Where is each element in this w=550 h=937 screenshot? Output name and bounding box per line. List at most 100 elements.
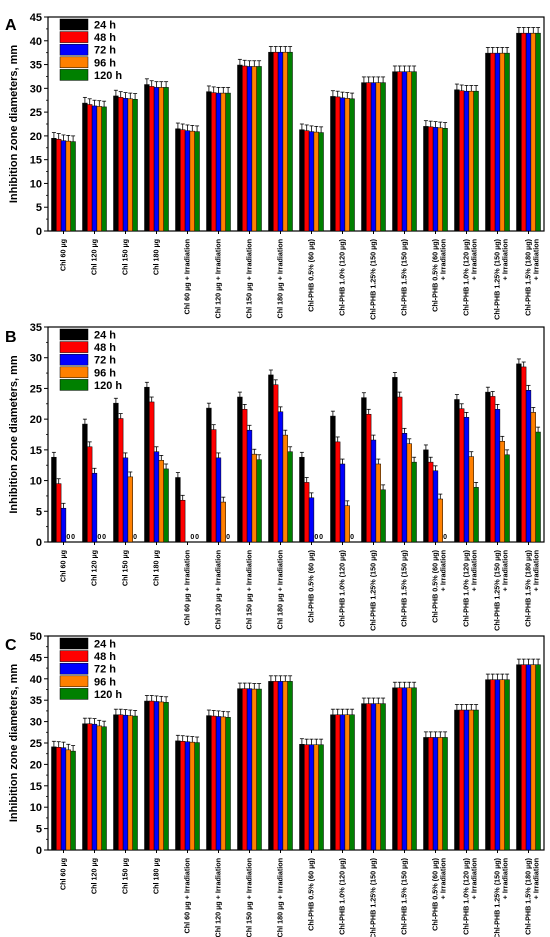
bar xyxy=(344,714,350,851)
legend-swatch xyxy=(59,637,89,650)
bar xyxy=(144,700,150,851)
bar xyxy=(87,104,93,232)
bar xyxy=(101,106,107,232)
y-tick-label: 25 xyxy=(30,107,42,119)
x-tick-label-line: + Irradiation xyxy=(439,858,448,899)
legend-label: 48 h xyxy=(94,32,116,44)
bar xyxy=(432,127,439,232)
bar xyxy=(318,132,324,232)
x-tick-label: Chl 180 µg xyxy=(152,239,161,275)
bar xyxy=(189,741,195,851)
x-tick-label: Chl-PHB 0.5% (60 µg)+ Irradiation xyxy=(431,857,448,930)
bar xyxy=(163,87,169,232)
bar xyxy=(206,91,212,232)
bar xyxy=(206,715,212,851)
bar xyxy=(504,679,510,851)
bar xyxy=(256,688,262,851)
legend-swatch xyxy=(59,341,89,353)
bar xyxy=(215,92,222,232)
zero-value-label: 0 xyxy=(133,534,137,541)
bar xyxy=(287,681,293,851)
bar xyxy=(370,439,377,543)
y-tick-label: 20 xyxy=(30,759,42,771)
legend-swatch xyxy=(59,31,89,43)
bar xyxy=(246,429,253,543)
x-tick-label: Chl-PHB 1.25% (150 µg)+ Irradiation xyxy=(493,857,510,937)
x-tick-label-line: Chl-PHB 0.5% (60 µg) xyxy=(307,857,316,930)
x-tick-label: Chl-PHB 1.5% (150 µg) xyxy=(400,549,409,626)
bar xyxy=(411,461,417,543)
bar xyxy=(437,737,443,851)
x-tick-label-line: Chl 60 µg xyxy=(59,239,68,271)
bar xyxy=(335,714,341,851)
y-tick-label: 5 xyxy=(36,506,42,518)
bar xyxy=(525,664,532,851)
legend-label: 120 h xyxy=(94,689,122,701)
x-tick-label-line: Chl-PHB 0.5% (60 µg) xyxy=(431,238,440,311)
y-tick-label: 5 xyxy=(36,824,42,836)
bar xyxy=(242,688,248,851)
x-tick-label: Chl-PHB 1.0% (120 µg)+ Irradiation xyxy=(462,857,479,934)
x-tick-label-line: Chl 150 µg + Irradiation xyxy=(245,858,254,937)
y-tick-label: 10 xyxy=(30,178,42,190)
x-tick-label-line: Chl 180 µg + Irradiation xyxy=(276,550,285,629)
x-tick-label: Chl-PHB 1.5% (150 µg) xyxy=(400,238,409,315)
x-tick-label: Chl-PHB 1.5% (180 µg)+ Irradiation xyxy=(524,238,541,315)
x-tick-label: Chl 120 µg xyxy=(90,858,99,894)
bar xyxy=(521,664,527,851)
bar xyxy=(366,703,372,851)
chart-panel-A: A Inhibition zone diameters, mm 0 5 10 15 20 25… xyxy=(5,12,545,320)
x-tick-label: Chl-PHB 0.5% (60 µg)+ Irradiation xyxy=(431,238,448,311)
y-tick-label: 0 xyxy=(36,537,42,549)
legend-label: 72 h xyxy=(94,45,116,57)
x-tick-label: Chl-PHB 1.25% (150 µg) xyxy=(369,857,378,937)
x-tick-label-line: Chl 150 µg xyxy=(121,550,130,586)
x-tick-label-line: Chl-PHB 1.5% (150 µg) xyxy=(400,238,409,315)
zero-value-label: 0 xyxy=(66,534,70,541)
bar xyxy=(122,457,129,543)
x-tick-label-line: Chl-PHB 1.0% (120 µg) xyxy=(338,549,347,626)
x-tick-label-line: Chl 180 µg xyxy=(152,550,161,586)
bar xyxy=(525,390,532,543)
legend-swatch xyxy=(59,379,89,391)
bar xyxy=(521,366,527,543)
x-tick-label-line: + Irradiation xyxy=(439,550,448,591)
bar xyxy=(330,415,336,543)
bar xyxy=(406,687,412,851)
x-tick-label: Chl-PHB 1.0% (120 µg) xyxy=(338,238,347,315)
bar xyxy=(242,65,248,232)
legend-label: 24 h xyxy=(94,20,116,32)
legend-label: 48 h xyxy=(94,342,116,354)
zero-value-label: 0 xyxy=(195,534,199,541)
bar xyxy=(335,441,341,543)
bar xyxy=(96,725,102,851)
bar xyxy=(56,747,62,851)
x-tick-label-line: + Irradiation xyxy=(501,858,510,899)
bar xyxy=(149,700,155,851)
x-tick-label-line: Chl-PHB 1.0% (120 µg) xyxy=(338,857,347,934)
x-tick-label-line: Chl 60 µg xyxy=(59,858,68,890)
bar xyxy=(335,96,341,232)
bar xyxy=(349,98,355,232)
bar xyxy=(330,96,336,232)
bar xyxy=(459,709,465,851)
bar xyxy=(308,497,315,543)
y-tick-label: 15 xyxy=(30,445,42,457)
x-tick-label: Chl 180 µg + Irradiation xyxy=(276,239,285,318)
y-tick-label: 35 xyxy=(30,322,42,334)
bar xyxy=(530,32,536,232)
x-tick-label: Chl 180 µg xyxy=(152,550,161,586)
x-tick-label-line: + Irradiation xyxy=(532,239,541,280)
legend-swatch xyxy=(59,43,89,56)
x-tick-label: Chl 120 µg + Irradiation xyxy=(214,550,223,629)
zero-value-label: 0 xyxy=(226,534,230,541)
bar xyxy=(428,737,434,851)
bar xyxy=(184,130,191,232)
bar xyxy=(277,411,284,543)
bar xyxy=(463,90,470,232)
x-tick-label-line: Chl-PHB 1.25% (150 µg) xyxy=(493,549,502,630)
x-tick-label-line: Chl 60 µg + Irradiation xyxy=(183,858,192,933)
y-tick-label: 10 xyxy=(30,476,42,488)
bar xyxy=(237,64,243,232)
